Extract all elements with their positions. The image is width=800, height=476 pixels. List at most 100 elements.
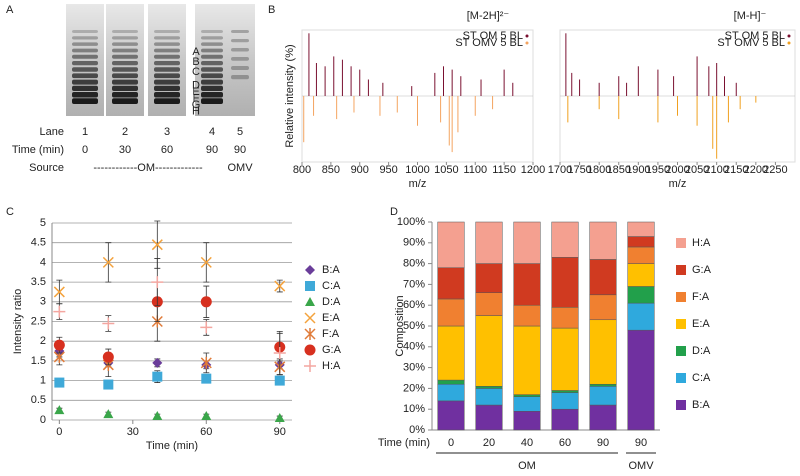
x-tick-label: 2000 xyxy=(665,164,689,176)
marker xyxy=(152,357,163,368)
legend-swatch xyxy=(676,319,686,329)
marker xyxy=(103,409,114,419)
marker xyxy=(102,256,114,268)
x-tick-label: 1750 xyxy=(567,164,591,176)
legend-label: E:A xyxy=(322,312,340,324)
band-label: A xyxy=(192,46,200,58)
bar-segment xyxy=(551,257,579,308)
band-label: F xyxy=(193,92,200,104)
x-tick-label: 90 xyxy=(597,437,609,449)
x-axis-label: m/z xyxy=(409,178,427,190)
gel-band xyxy=(201,54,223,59)
legend-label: ST OM 5 BL xyxy=(463,30,523,42)
bar-segment xyxy=(513,325,541,395)
gel-band xyxy=(154,42,180,46)
gel-band xyxy=(201,30,223,33)
legend-marker xyxy=(525,34,529,38)
spectrum-title: [M-2H]²⁻ xyxy=(467,10,510,22)
gel-band xyxy=(72,79,98,85)
gel-band xyxy=(112,48,138,53)
bar-segment xyxy=(551,327,579,391)
lane-time: 60 xyxy=(161,144,173,156)
legend-label: ST OMV 5 BL xyxy=(455,37,523,49)
gel-band xyxy=(72,36,98,40)
gel-band xyxy=(201,61,223,66)
y-tick-label: 30% xyxy=(403,362,425,374)
legend-label: F:A xyxy=(692,291,710,303)
y-axis-label: Intensity ratio xyxy=(12,289,24,354)
bar-segment xyxy=(513,396,541,412)
legend-swatch xyxy=(676,292,686,302)
x-tick-label: 2200 xyxy=(744,164,768,176)
gel-image xyxy=(66,4,255,116)
gel-band xyxy=(72,85,98,92)
gel-band xyxy=(72,61,98,66)
gel-band xyxy=(72,98,98,104)
bar-segment xyxy=(437,379,465,385)
bar-segment xyxy=(551,408,579,431)
legend-label: C:A xyxy=(692,372,711,384)
marker xyxy=(53,339,65,351)
bar-segment xyxy=(475,404,503,431)
bar-segment xyxy=(551,390,579,393)
bar-segment xyxy=(589,383,617,387)
x-tick-label: 1000 xyxy=(405,164,429,176)
gel-band xyxy=(154,98,180,104)
bar-segment xyxy=(513,221,541,264)
marker xyxy=(305,281,315,291)
lane-time: 90 xyxy=(206,144,218,156)
marker xyxy=(305,297,315,306)
y-tick-label: 4.5 xyxy=(31,237,46,249)
bar-segment xyxy=(475,263,503,293)
spectrum-title: [M-H]⁻ xyxy=(734,10,767,22)
lane-number: 2 xyxy=(122,126,128,138)
gel-band xyxy=(112,85,138,92)
bar-segment xyxy=(551,392,579,410)
y-tick-label: 0 xyxy=(40,414,46,426)
lane-time: 90 xyxy=(234,144,246,156)
gel-band xyxy=(154,73,180,79)
gel-band xyxy=(201,92,223,98)
marker xyxy=(274,280,286,292)
marker xyxy=(200,356,212,369)
lane-number: 1 xyxy=(82,126,88,138)
gel-band xyxy=(231,48,249,52)
y-axis-label: Composition xyxy=(394,295,406,356)
legend-label: G:A xyxy=(692,264,712,276)
y-tick-label: 2 xyxy=(40,335,46,347)
x-tick-label: 60 xyxy=(200,426,212,438)
x-tick-label: 2100 xyxy=(704,164,728,176)
bar-segment xyxy=(627,302,655,331)
gel-band xyxy=(72,67,98,72)
gel-band xyxy=(154,48,180,53)
panel-label: A xyxy=(6,4,14,16)
marker xyxy=(305,265,315,275)
bar-segment xyxy=(513,411,541,431)
marker xyxy=(274,413,285,423)
x-tick-label: 950 xyxy=(379,164,397,176)
marker xyxy=(54,377,65,388)
marker xyxy=(200,321,213,334)
bar-segment xyxy=(437,267,465,300)
y-tick-label: 100% xyxy=(397,216,425,228)
legend-label: D:A xyxy=(692,345,711,357)
bar-segment xyxy=(437,325,465,381)
marker xyxy=(102,317,115,330)
x-tick-label: 0 xyxy=(56,426,62,438)
band-label: C xyxy=(192,66,200,78)
y-tick-label: 5 xyxy=(40,217,46,229)
bar-segment xyxy=(437,221,465,269)
x-tick-label: 850 xyxy=(322,164,340,176)
gel-band xyxy=(201,36,223,40)
legend-label: E:A xyxy=(692,318,710,330)
legend-label: C:A xyxy=(322,280,341,292)
gel-band xyxy=(72,30,98,33)
legend-swatch xyxy=(676,373,686,383)
gel-band xyxy=(201,48,223,53)
bar-segment xyxy=(589,259,617,296)
x-tick-label: 90 xyxy=(635,437,647,449)
marker xyxy=(102,351,114,363)
marker xyxy=(304,312,316,324)
bar-segment xyxy=(475,315,503,387)
